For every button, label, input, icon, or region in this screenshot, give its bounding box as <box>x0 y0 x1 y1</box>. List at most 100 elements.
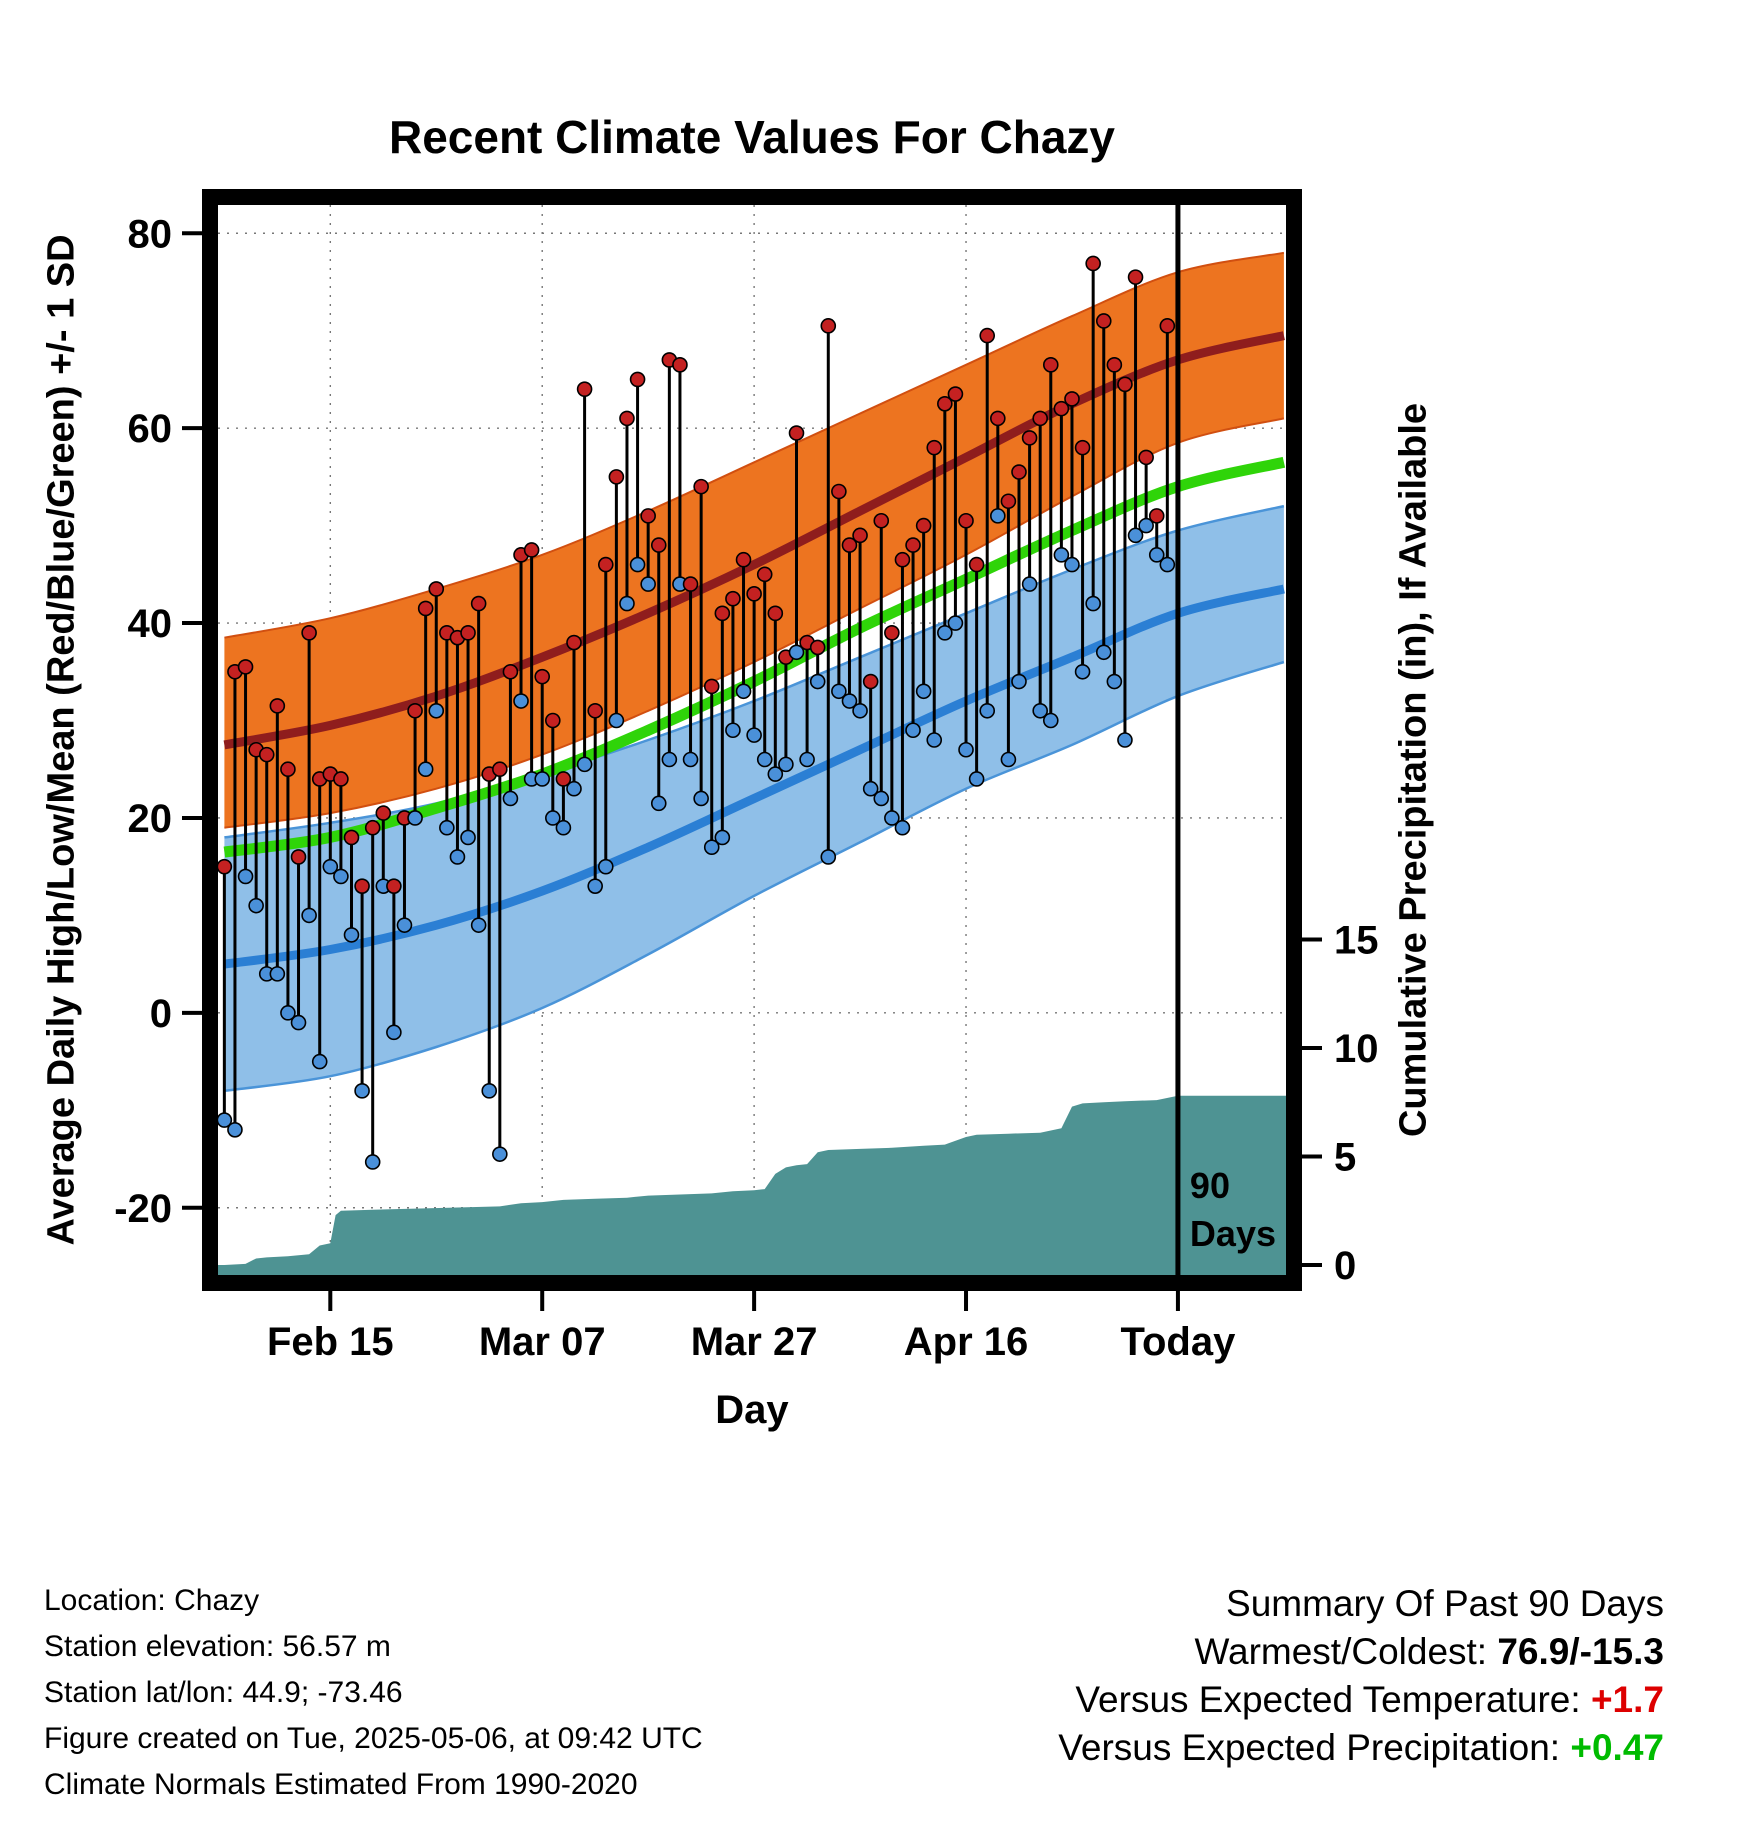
daily-low-dot <box>746 727 762 743</box>
daily-high-dot <box>343 829 360 846</box>
daily-low-dot <box>1074 663 1091 680</box>
daily-low-dot <box>534 771 551 787</box>
daily-low-dot <box>926 732 943 748</box>
daily-low-dot <box>428 702 445 719</box>
daily-high-dot <box>958 512 974 529</box>
warmest-coldest-label: Warmest/Coldest: <box>1194 1631 1488 1672</box>
daily-low-dot <box>237 868 254 885</box>
daily-high-dot <box>237 659 254 675</box>
daily-low-dot <box>905 722 921 739</box>
daily-high-dot <box>576 381 593 397</box>
summary-warmest-coldest: Warmest/Coldest: 76.9/-15.3 <box>1058 1628 1664 1676</box>
warmest-coldest-value: 76.9/-15.3 <box>1497 1631 1664 1672</box>
y-right-tick-label: 0 <box>1334 1244 1356 1288</box>
daily-high-dot <box>1042 357 1059 373</box>
daily-high-dot <box>619 410 635 427</box>
daily-high-dot <box>534 668 551 685</box>
daily-low-dot <box>1032 702 1048 719</box>
y-left-tick-label: 0 <box>150 992 172 1036</box>
daily-low-dot <box>968 771 985 787</box>
daily-high-dot <box>545 712 561 729</box>
daily-high-dot <box>523 542 540 558</box>
daily-low-dot <box>958 741 974 758</box>
daily-high-dot <box>905 537 921 553</box>
daily-high-dot <box>417 600 434 617</box>
daily-low-dot <box>555 819 572 836</box>
y-right-tick-label: 15 <box>1334 919 1379 963</box>
info-latlon: Station lat/lon: 44.9; -73.46 <box>44 1676 403 1709</box>
daily-low-dot <box>386 1024 402 1041</box>
daily-low-dot <box>449 849 466 865</box>
daily-high-dot <box>640 508 656 524</box>
daily-low-dot <box>884 810 900 826</box>
daily-high-dot <box>703 678 720 695</box>
precip-area <box>218 1095 1286 1275</box>
daily-low-dot <box>1000 751 1017 768</box>
daily-high-dot <box>809 639 826 656</box>
high-band-upper-edge <box>224 251 1285 639</box>
daily-high-dot <box>1074 439 1091 456</box>
daily-high-dot <box>470 595 487 612</box>
x-axis-label: Day <box>715 1388 789 1432</box>
axis-ticks: 80 60 40 20 0 -20 15 10 5 0 Feb 15 Mar 07 Mar 27 Apr … <box>114 212 1378 1364</box>
daily-high-dot <box>428 581 445 597</box>
daily-low-dot <box>587 878 603 894</box>
daily-high-dot <box>1085 255 1101 272</box>
daily-low-dot <box>915 683 932 700</box>
daily-high-dot <box>301 625 317 641</box>
daily-high-dot <box>841 537 858 553</box>
y-right-tick-label: 10 <box>1334 1027 1379 1071</box>
daily-high-dot <box>386 878 402 894</box>
daily-low-dot <box>417 761 434 778</box>
daily-high-dot <box>492 761 508 778</box>
daily-low-dot <box>481 1083 498 1099</box>
ninety-day-label: 90 <box>1190 1165 1230 1206</box>
daily-high-dot <box>354 878 370 894</box>
x-tick-label: Feb 15 <box>267 1320 394 1364</box>
daily-high-dot <box>407 702 423 719</box>
page-title: Recent Climate Values For Chazy <box>388 111 1116 163</box>
daily-low-dot <box>322 858 339 875</box>
daily-low-dot <box>1138 517 1154 534</box>
daily-dots <box>216 255 1176 1170</box>
daily-low-dot <box>894 819 911 836</box>
vs-temp-value: +1.7 <box>1590 1679 1664 1720</box>
daily-low-dot <box>778 756 794 773</box>
daily-high-dot <box>502 663 519 680</box>
daily-high-dot <box>788 425 805 441</box>
daily-low-dot <box>1021 576 1038 592</box>
daily-low-dot <box>470 917 487 933</box>
daily-high-dot <box>693 478 709 495</box>
daily-low-dot <box>227 1121 243 1138</box>
daily-low-dot <box>1117 732 1133 748</box>
daily-high-dot <box>1011 464 1027 480</box>
daily-low-dot <box>597 858 614 875</box>
daily-low-dot <box>979 702 996 719</box>
daily-high-dot <box>258 746 275 763</box>
daily-low-dot <box>301 907 317 924</box>
daily-low-dot <box>1148 547 1165 563</box>
daily-low-dot <box>619 595 635 612</box>
daily-low-dot <box>492 1146 508 1162</box>
vs-temp-label: Versus Expected Temperature: <box>1075 1679 1581 1720</box>
daily-high-dot <box>269 698 286 714</box>
daily-low-dot <box>990 508 1006 524</box>
daily-low-dot <box>1085 595 1101 612</box>
daily-low-dot <box>407 810 423 826</box>
station-info: Location: Chazy Station elevation: 56.57… <box>44 1578 703 1808</box>
daily-low-dot <box>799 751 815 768</box>
daily-low-dot <box>735 683 752 700</box>
daily-low-dot <box>725 722 741 739</box>
daily-high-dot <box>894 551 911 568</box>
daily-low-dot <box>820 849 837 865</box>
daily-low-dot <box>1053 547 1070 563</box>
daily-high-dot <box>650 537 667 553</box>
daily-high-dot <box>1138 449 1154 466</box>
daily-high-dot <box>364 819 381 836</box>
daily-high-dot <box>629 371 646 388</box>
daily-low-dot <box>873 790 890 807</box>
daily-high-dot <box>884 625 900 641</box>
daily-low-dot <box>1011 673 1027 690</box>
daily-low-dot <box>576 756 593 773</box>
daily-stems <box>222 263 1169 1162</box>
